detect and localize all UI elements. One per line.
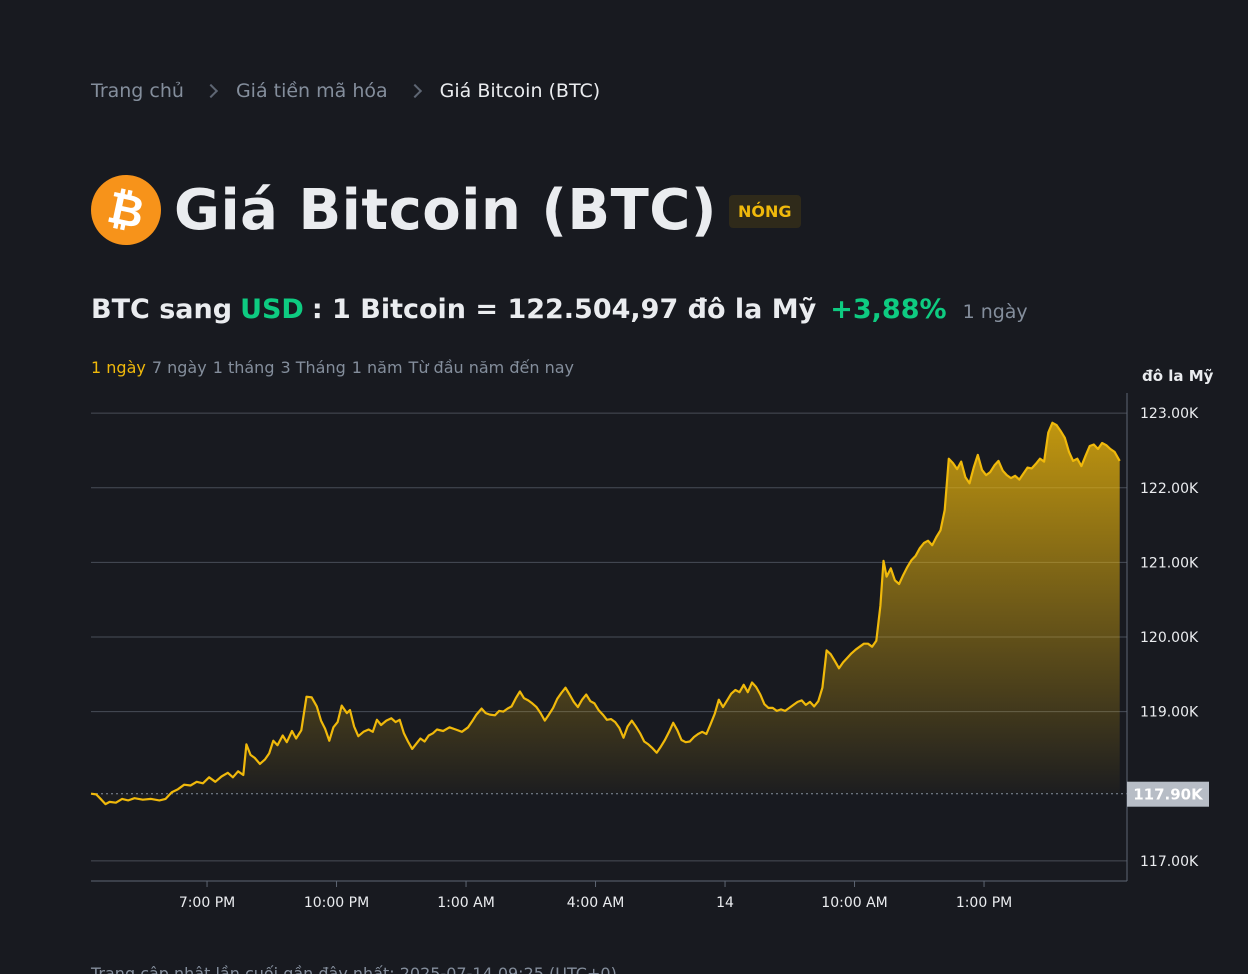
x-tick-label: 4:00 AM [567,895,625,911]
range-tab-5[interactable]: Từ đầu năm đến nay [408,358,574,377]
last-updated-text: Trang cập nhật lần cuối gần đây nhất: 20… [91,964,617,974]
range-tab-0[interactable]: 1 ngày [91,358,146,377]
hot-badge: NÓNG [729,194,801,228]
breadcrumb-link-crypto-prices[interactable]: Giá tiền mã hóa [235,80,388,102]
x-tick-label: 1:00 PM [956,895,1012,911]
y-tick-label: 117.00K [1140,854,1199,870]
y-tick-label: 119.00K [1140,705,1199,721]
y-axis-unit-label: đô la Mỹ [1142,367,1214,385]
price-area-fill [91,422,1120,805]
pair-prefix: BTC sang [91,294,233,325]
x-tick-label: 1:00 AM [437,895,495,911]
breadcrumb: Trang chủ Giá tiền mã hóa Giá Bitcoin (B… [91,80,600,102]
range-tab-1[interactable]: 7 ngày [151,358,207,377]
price-summary: BTC sang USD : 1 Bitcoin = 122.504,97 đô… [91,294,1028,325]
range-tab-3[interactable]: 3 Tháng [280,358,346,377]
quote-currency-link[interactable]: USD [240,294,304,325]
x-tick-label: 7:00 PM [179,895,235,911]
reference-price-box [1127,781,1209,807]
title-row: ₿ Giá Bitcoin (BTC) NÓNG [91,175,801,245]
price-equation: : 1 Bitcoin = 122.504,97 đô la Mỹ [311,294,817,325]
change-period: 1 ngày [962,301,1028,323]
range-tab-2[interactable]: 1 tháng [212,358,275,377]
x-tick-label: 14 [716,895,734,911]
reference-price-label: 117.90K [1133,786,1204,804]
range-tab-4[interactable]: 1 năm [351,358,403,377]
page-title: Giá Bitcoin (BTC) [174,177,717,243]
y-tick-label: 122.00K [1140,481,1199,497]
breadcrumb-current: Giá Bitcoin (BTC) [439,80,601,102]
range-tabs: 1 ngày 7 ngày 1 tháng 3 Tháng 1 năm Từ đầu nă… [91,358,580,377]
x-tick-label: 10:00 PM [304,895,369,911]
bitcoin-icon: ₿ [91,175,161,245]
y-tick-label: 121.00K [1140,555,1199,571]
price-change: +3,88% [830,294,947,325]
y-tick-label: 123.00K [1140,406,1199,422]
price-line [90,421,1121,806]
x-tick-label: 10:00 AM [821,895,887,911]
y-tick-label: 120.00K [1140,630,1199,646]
breadcrumb-link-home[interactable]: Trang chủ [91,80,184,102]
